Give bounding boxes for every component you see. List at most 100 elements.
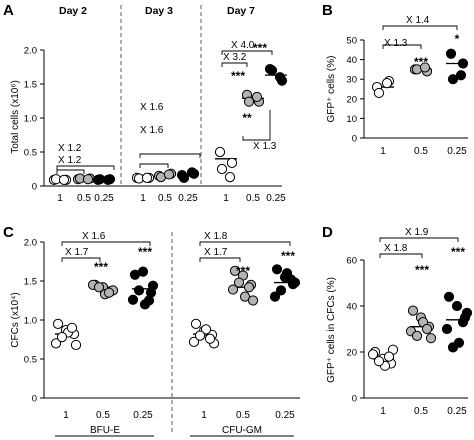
significance-mark: * xyxy=(455,32,460,46)
x-tick-label: 0.5 xyxy=(77,193,91,204)
data-point xyxy=(247,295,259,306)
y-ticks-c: 0 0.5 1.0 1.5 2.0 xyxy=(24,238,44,405)
y-axis-label-d: GFP⁺ cells in CFCs (%) xyxy=(326,277,337,383)
y-tick-label: 1.0 xyxy=(24,114,37,125)
data-point xyxy=(50,338,62,349)
y-tick-label: 0 xyxy=(352,394,357,405)
data-point xyxy=(407,305,419,316)
fold-label: X 1.3 xyxy=(384,38,408,49)
data-point xyxy=(367,349,379,360)
data-point xyxy=(93,282,105,293)
x-tick-label: 0.25 xyxy=(447,146,467,157)
y-tick-label: 60 xyxy=(346,256,357,267)
data-point xyxy=(66,322,78,333)
panel-a-label: A xyxy=(3,2,14,19)
y-tick-label: 40 xyxy=(346,55,357,66)
y-ticks-d: 0 20 40 60 xyxy=(346,256,364,405)
x-tick-label: 1 xyxy=(57,193,63,204)
significance-mark: *** xyxy=(138,245,152,259)
data-point xyxy=(243,282,255,293)
bracket xyxy=(379,237,459,242)
y-axis-label-b: GFP⁺ cells (%) xyxy=(326,56,337,123)
fold-label: X 1.8 xyxy=(384,243,408,254)
significance-mark: *** xyxy=(415,263,429,277)
data-point xyxy=(52,318,64,329)
fold-label: X 1.6 xyxy=(140,125,164,136)
data-point xyxy=(461,307,473,318)
y-tick-label: 0 xyxy=(32,394,37,405)
data-point xyxy=(226,157,238,168)
y-axis-label-a: Total cells (x10⁶) xyxy=(10,80,21,154)
panel-b: B 0 10 20 30 40 50 GFP⁺ cells (%) 1 0.5 0.25 X … xyxy=(322,2,469,157)
data-point xyxy=(239,291,251,302)
data-point xyxy=(178,172,190,183)
bracket xyxy=(221,62,248,67)
bracket xyxy=(379,253,423,258)
panel-d-label: D xyxy=(322,224,333,241)
data-point xyxy=(82,174,94,185)
group-title-day7: Day 7 xyxy=(227,5,255,17)
data-point xyxy=(147,280,159,291)
data-point xyxy=(419,62,431,73)
data-point xyxy=(214,146,226,158)
significance-mark: *** xyxy=(236,264,250,278)
fold-label: X 1.8 xyxy=(204,231,228,242)
bracket xyxy=(56,165,115,170)
data-point xyxy=(141,172,153,183)
data-point xyxy=(443,291,455,302)
data-point xyxy=(455,70,467,81)
x-tick-label: 1 xyxy=(380,146,386,157)
bracket xyxy=(61,257,101,262)
data-point xyxy=(103,287,115,298)
y-ticks-b: 0 10 20 30 40 50 xyxy=(346,36,364,145)
panel-c: C 0 0.5 1.0 1.5 2.0 CFCs (x10⁴) 1 0.5 0.25 1 0.5… xyxy=(3,224,301,437)
data-point xyxy=(200,324,212,335)
bracket xyxy=(56,169,85,174)
data-point xyxy=(269,291,281,302)
data-point xyxy=(143,295,155,306)
panel-a: A Day 2 Day 3 Day 7 0 0.5 1.0 1.5 2.0 Total … xyxy=(3,2,288,204)
y-tick-label: 20 xyxy=(346,94,357,105)
data-point xyxy=(224,172,236,183)
data-point xyxy=(441,323,453,335)
x-tick-label: 0.5 xyxy=(246,193,260,204)
x-categories-c: 1 0.5 0.25 1 0.5 0.25 xyxy=(63,410,295,421)
y-tick-label: 0 xyxy=(352,134,357,145)
group-label-cfu-gm: CFU-GM xyxy=(222,425,262,436)
y-tick-label: 1.5 xyxy=(24,277,37,288)
data-point xyxy=(233,277,245,288)
data-point xyxy=(373,87,385,99)
data-point xyxy=(190,318,202,329)
x-tick-label: 0.25 xyxy=(275,410,295,421)
data-point xyxy=(271,264,283,275)
data-point xyxy=(373,356,385,367)
x-tick-label: 0.5 xyxy=(236,410,250,421)
significance-mark: *** xyxy=(231,69,245,83)
data-point xyxy=(58,174,70,185)
data-point xyxy=(229,265,241,276)
data-point xyxy=(383,351,395,362)
data-point xyxy=(425,333,437,344)
marks-c xyxy=(50,264,301,351)
y-axis-label-c: CFCs (x10⁴) xyxy=(10,292,21,347)
data-point xyxy=(285,274,297,285)
bracket xyxy=(242,110,271,141)
data-point xyxy=(188,336,200,347)
data-point xyxy=(194,330,206,341)
bracket xyxy=(139,153,201,158)
data-point xyxy=(457,317,469,328)
significance-mark: *** xyxy=(94,260,108,274)
data-point xyxy=(227,284,239,295)
x-tick-label: 1 xyxy=(140,193,146,204)
fold-label: X 1.2 xyxy=(58,155,82,166)
x-tick-label: 0.5 xyxy=(158,193,172,204)
fold-label: X 1.2 xyxy=(58,143,82,154)
data-point xyxy=(411,330,423,341)
data-point xyxy=(275,285,287,296)
fold-label: X 4.0 xyxy=(231,40,255,51)
x-tick-label: 0.25 xyxy=(133,410,153,421)
x-tick-label: 1 xyxy=(201,410,207,421)
bracket xyxy=(199,241,291,246)
bracket xyxy=(199,257,241,262)
x-categories-d: 1 0.5 0.25 xyxy=(380,406,467,417)
